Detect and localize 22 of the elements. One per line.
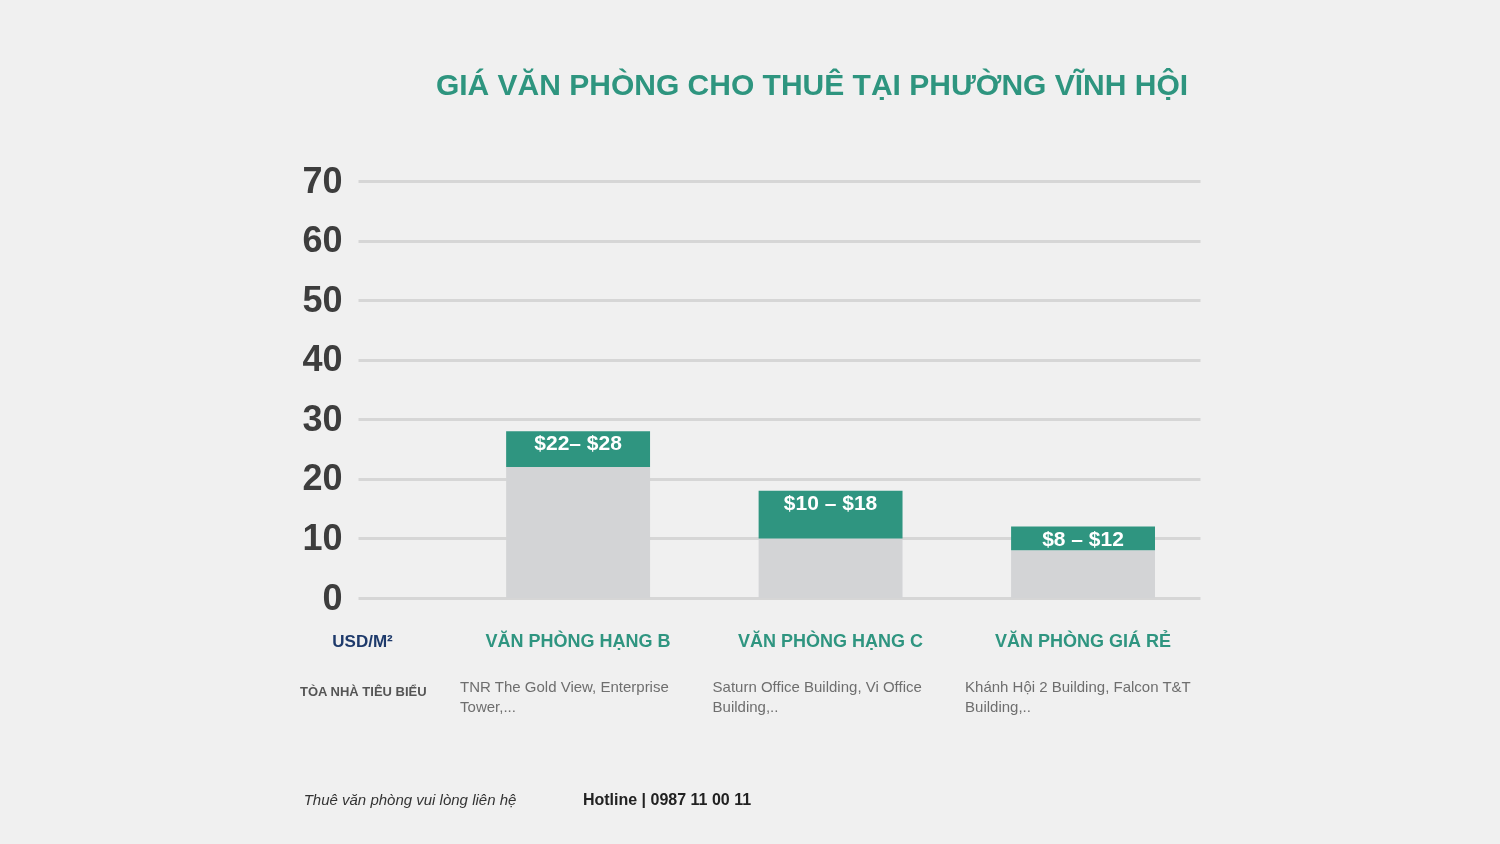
y-tick-label: 60: [302, 219, 343, 261]
text: Hotline | 0987 11 00 11: [582, 791, 752, 808]
annotation: $8 – $12: [1042, 526, 1124, 550]
y-tick-label: 30: [302, 397, 343, 439]
annotation: $10 – $18: [783, 490, 878, 514]
y-tick-label: 10: [302, 516, 343, 558]
y-tick-label: 70: [302, 159, 343, 201]
x-tick-label: VĂN PHÒNG GIÁ RẺ: [995, 629, 1172, 651]
y-tick-label: 20: [302, 457, 343, 499]
x-tick-label: VĂN PHÒNG HẠNG C: [738, 629, 924, 651]
annotation: $22– $28: [534, 431, 623, 455]
text: Thuê văn phòng vui lòng liên hệ: [303, 791, 517, 808]
text: TNR The Gold View, Enterprise Tower,...: [460, 678, 669, 715]
text: Saturn Office Building, Vi Office Building,..: [712, 678, 922, 715]
text: TÒA NHÀ TIÊU BIỂU: [300, 684, 427, 699]
y-axis-title: USD/M²: [332, 631, 394, 651]
y-tick-label: 40: [302, 338, 343, 380]
text: Khánh Hội 2 Building, Falcon T&T Building,..: [965, 678, 1191, 715]
y-tick-label: 50: [302, 278, 343, 320]
y-tick-label: 0: [322, 576, 343, 618]
x-tick-label: VĂN PHÒNG HẠNG B: [485, 629, 671, 651]
chart-title: GIÁ VĂN PHÒNG CHO THUÊ TẠI PHƯỜNG VĨNH HỘI: [435, 68, 1189, 101]
